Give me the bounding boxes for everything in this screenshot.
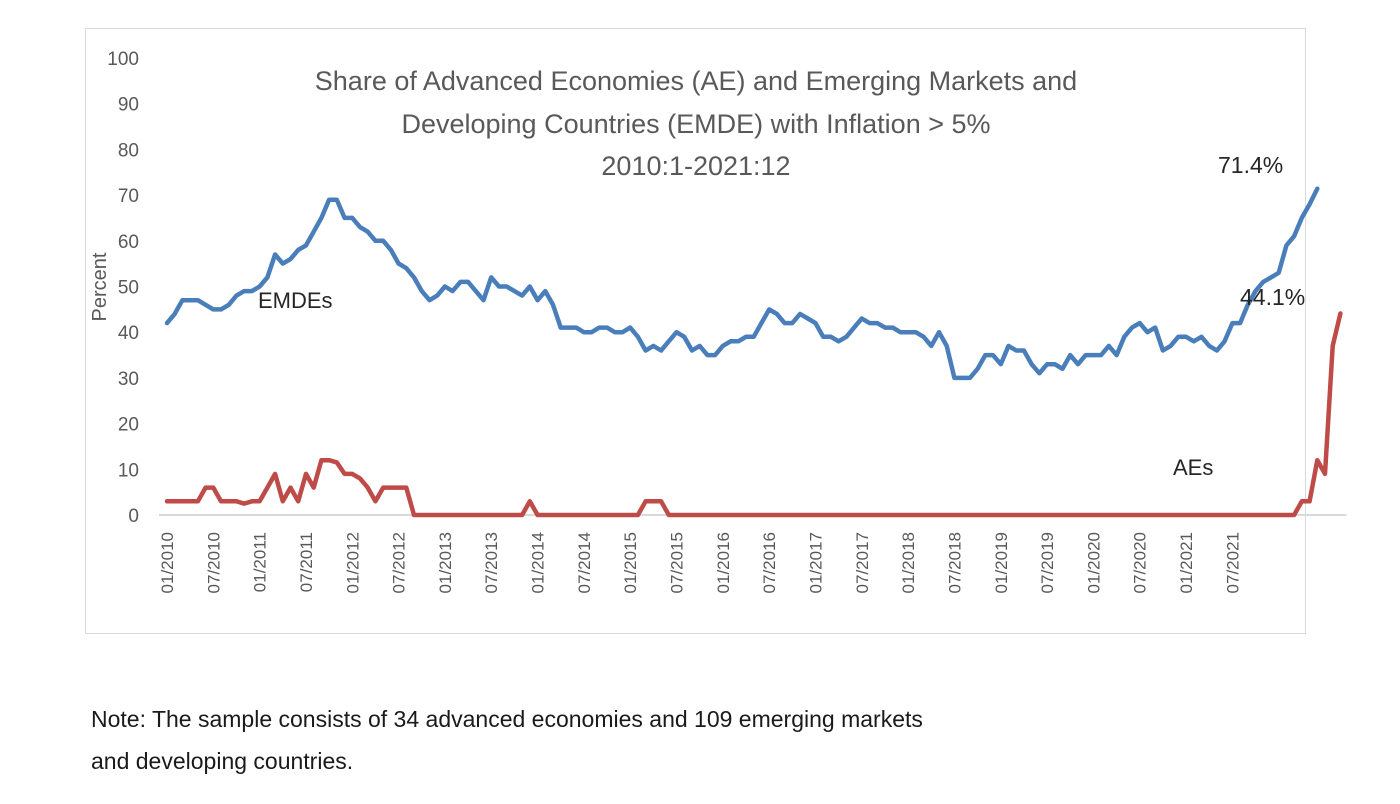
chart-title-line-3: 2010:1-2021:12 [601, 151, 790, 181]
chart-title: Share of Advanced Economies (AE) and Eme… [315, 66, 1077, 181]
x-tick-label: 01/2017 [806, 532, 825, 593]
series-label-aes: AEs [1173, 455, 1213, 480]
x-tick-label: 07/2012 [390, 532, 409, 593]
y-axis-label: Percent [89, 252, 111, 321]
x-tick-label: 01/2021 [1177, 532, 1196, 593]
series-line-aes [164, 311, 1343, 518]
x-tick-label: 01/2012 [343, 532, 362, 593]
y-tick-label: 60 [118, 232, 139, 253]
x-tick-label: 01/2015 [621, 532, 640, 593]
x-tick-label: 07/2017 [853, 532, 872, 593]
x-axis-ticks: 01/2010 07/2010 01/2011 07/2011 01/2012 07/20… [158, 532, 1242, 593]
chart-title-line-1: Share of Advanced Economies (AE) and Eme… [315, 66, 1077, 96]
end-label-emdes: 71.4% [1218, 152, 1283, 178]
chart-frame [85, 28, 1306, 634]
x-tick-label: 07/2016 [760, 532, 779, 593]
y-tick-label: 0 [128, 506, 139, 527]
note-line-1: Note: The sample consists of 34 advanced… [91, 706, 923, 732]
y-tick-label: 80 [118, 140, 139, 161]
y-tick-label: 50 [118, 278, 139, 299]
note-line-2: and developing countries. [91, 748, 354, 774]
series-layer [164, 186, 1343, 518]
y-tick-label: 70 [118, 186, 139, 207]
x-tick-label: 01/2020 [1084, 532, 1103, 593]
y-axis-ticks: 0 10 20 30 40 50 60 70 80 90 100 [107, 49, 139, 527]
series-label-emdes: EMDEs [258, 288, 333, 313]
x-tick-label: 07/2010 [204, 532, 223, 593]
x-tick-label: 01/2016 [714, 532, 733, 593]
x-tick-label: 07/2021 [1223, 532, 1242, 593]
x-tick-label: 01/2014 [529, 532, 548, 593]
x-tick-label: 01/2011 [251, 532, 270, 592]
end-label-aes: 44.1% [1240, 284, 1305, 310]
y-tick-label: 40 [118, 323, 139, 344]
chart-note: Note: The sample consists of 34 advanced… [91, 698, 1241, 782]
y-tick-label: 10 [118, 460, 139, 481]
x-tick-label: 07/2015 [668, 532, 687, 593]
x-tick-label: 01/2019 [992, 532, 1011, 593]
y-tick-label: 100 [107, 49, 139, 70]
chart-title-line-2: Developing Countries (EMDE) with Inflati… [401, 109, 990, 139]
x-tick-label: 07/2019 [1038, 532, 1057, 593]
x-tick-label: 01/2010 [158, 532, 177, 593]
y-tick-label: 30 [118, 369, 139, 390]
x-tick-label: 07/2013 [482, 532, 501, 593]
series-line-emdes [164, 186, 1320, 381]
x-tick-label: 07/2020 [1131, 532, 1150, 593]
y-tick-label: 90 [118, 95, 139, 116]
x-tick-label: 07/2011 [297, 532, 316, 592]
x-tick-label: 01/2018 [899, 532, 918, 593]
x-tick-label: 07/2018 [945, 532, 964, 593]
x-tick-label: 07/2014 [575, 532, 594, 593]
x-tick-label: 01/2013 [436, 532, 455, 593]
y-tick-label: 20 [118, 415, 139, 436]
